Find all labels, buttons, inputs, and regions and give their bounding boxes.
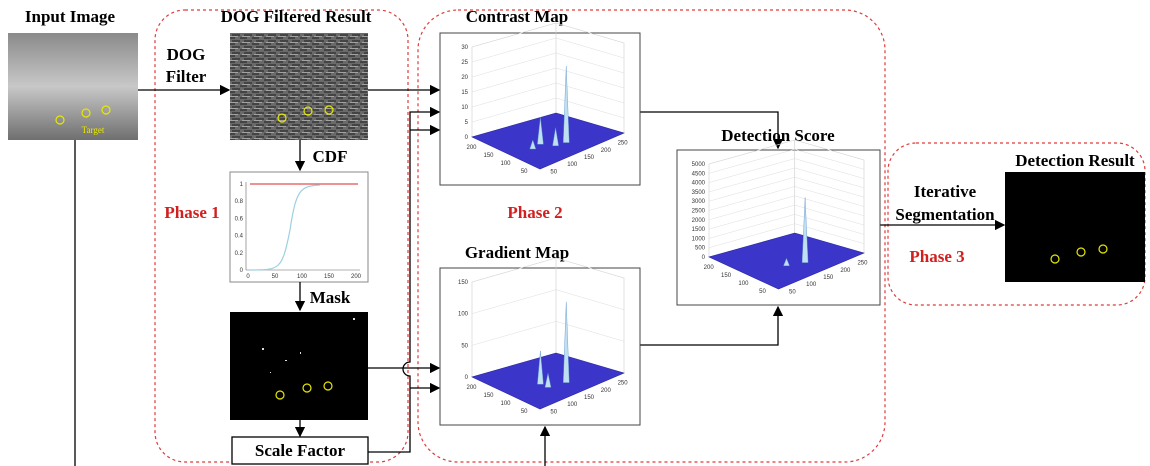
tick-label: 2500 [692, 209, 706, 215]
tick-label: 150 [324, 274, 335, 280]
phase-label: Phase 2 [507, 203, 562, 222]
tick-label: 200 [704, 265, 715, 271]
tick-label: 100 [500, 161, 511, 167]
tick-label: 100 [567, 402, 578, 408]
arrow [640, 307, 778, 345]
title: Input Image [25, 7, 116, 26]
tick-label: 3000 [692, 199, 706, 205]
phase-label: Phase 1 [164, 203, 219, 222]
tick-label: 0.2 [235, 251, 244, 257]
tick-label: 50 [461, 343, 468, 349]
tick-label: 100 [567, 162, 578, 168]
tick-label: 10 [461, 105, 468, 111]
tick-label: 100 [738, 281, 749, 287]
tick-label: 250 [618, 381, 629, 387]
tick-label: 0.4 [235, 234, 244, 240]
tick-label: 25 [461, 60, 468, 66]
title: Contrast Map [466, 7, 568, 26]
tick-label: 50 [521, 409, 528, 415]
diagram: Input Image Target DOG Filter DOG Filter… [0, 0, 1150, 466]
input-image [8, 33, 138, 140]
tick-label: 200 [466, 145, 477, 151]
edge-label: Filter [166, 67, 207, 86]
tick-label: 50 [272, 274, 279, 280]
tick-label: 100 [458, 312, 469, 318]
mask-image [230, 312, 368, 420]
tick-label: 200 [601, 388, 612, 394]
title: Detection Result [1015, 151, 1135, 170]
tick-label: 100 [297, 274, 308, 280]
tick-label: 50 [759, 289, 766, 295]
tick-label: 2000 [692, 218, 706, 224]
tick-label: 20 [461, 75, 468, 81]
tick-label: 100 [806, 282, 817, 288]
node-label: Scale Factor [255, 441, 346, 460]
edge-label: DOG [167, 45, 206, 64]
tick-label: 0.6 [235, 216, 244, 222]
tick-label: 4500 [692, 171, 706, 177]
tick-label: 15 [461, 90, 468, 96]
result-image [1005, 172, 1145, 282]
edge-label: CDF [313, 147, 348, 166]
tick-label: 1500 [692, 227, 706, 233]
tick-label: 150 [483, 393, 494, 399]
tick-label: 150 [458, 280, 469, 286]
annotation: Target [82, 125, 105, 135]
tick-label: 30 [461, 45, 468, 51]
tick-label: 0.8 [235, 199, 244, 205]
edge-label: Iterative [914, 182, 977, 201]
tick-label: 150 [584, 155, 595, 161]
arrow [368, 112, 439, 452]
dog-image [230, 33, 368, 140]
tick-label: 150 [823, 275, 834, 281]
tick-label: 4000 [692, 181, 706, 187]
tick-label: 5000 [692, 162, 706, 168]
tick-label: 150 [584, 395, 595, 401]
tick-label: 1000 [692, 236, 706, 242]
tick-label: 200 [601, 148, 612, 154]
tick-label: 500 [695, 246, 706, 252]
tick-label: 250 [857, 261, 868, 267]
tick-label: 50 [789, 289, 796, 295]
tick-label: 200 [840, 268, 851, 274]
edge-label: Mask [310, 288, 351, 307]
tick-label: 3500 [692, 190, 706, 196]
edge-label: Segmentation [895, 205, 995, 224]
phase-label: Phase 3 [909, 247, 964, 266]
tick-label: 50 [550, 409, 557, 415]
tick-label: 200 [351, 274, 362, 280]
tick-label: 50 [521, 169, 528, 175]
tick-label: 150 [721, 273, 732, 279]
title: Gradient Map [465, 243, 569, 262]
tick-label: 50 [550, 169, 557, 175]
title: DOG Filtered Result [221, 7, 372, 26]
tick-label: 100 [500, 401, 511, 407]
cdf-plot [230, 172, 368, 282]
tick-label: 250 [618, 141, 629, 147]
tick-label: 200 [466, 385, 477, 391]
tick-label: 150 [483, 153, 494, 159]
